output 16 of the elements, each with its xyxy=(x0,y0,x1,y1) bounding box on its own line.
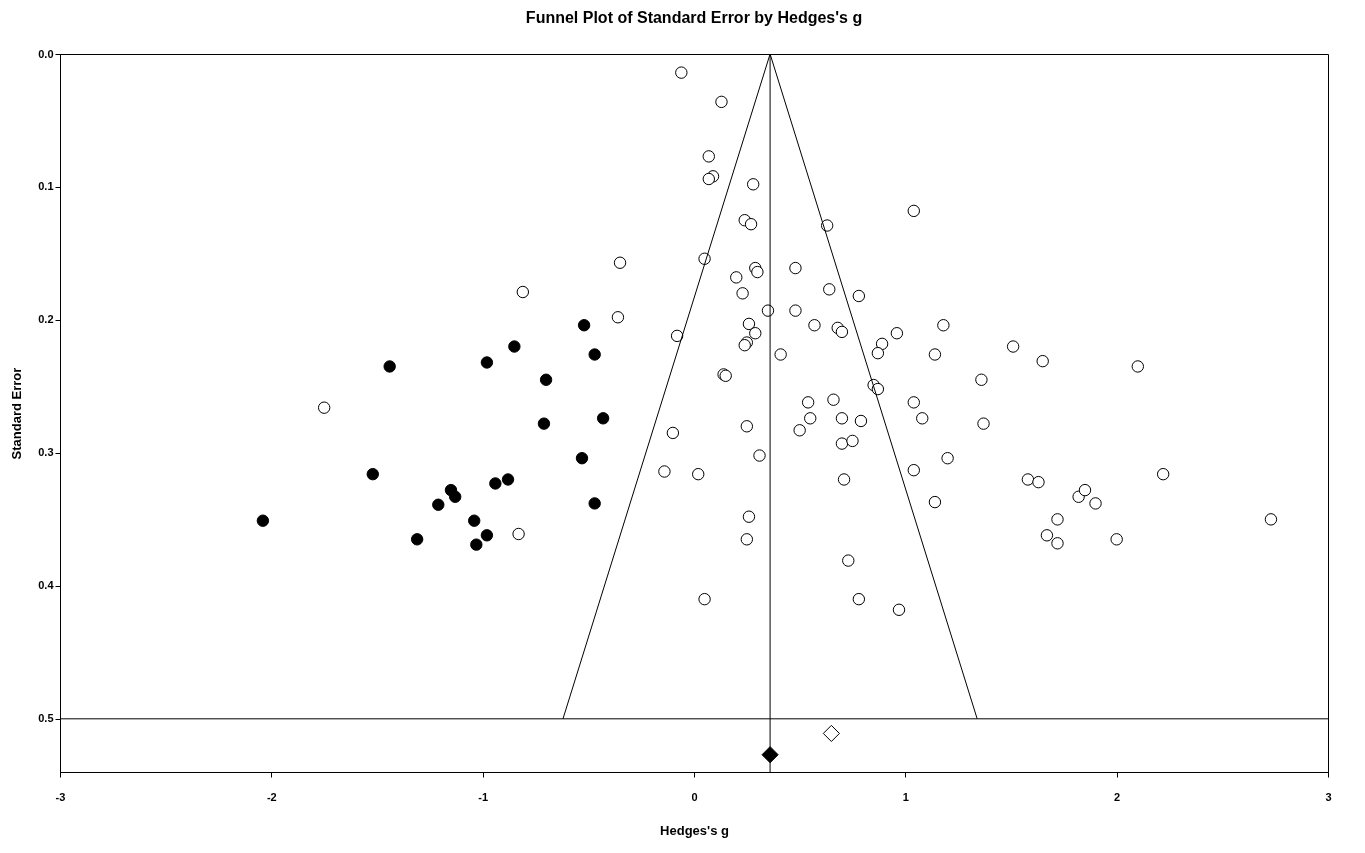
y-tick-label: 0.2 xyxy=(38,313,54,326)
y-axis-title: Standard Error xyxy=(9,367,25,460)
x-tick-label: -1 xyxy=(478,790,489,803)
x-tick-label: -3 xyxy=(55,790,66,803)
x-tick-label: -2 xyxy=(266,790,277,803)
x-tick-label: 3 xyxy=(1325,790,1332,803)
x-tick-label: 1 xyxy=(902,790,909,803)
y-tick-label: 0.5 xyxy=(38,712,54,725)
y-tick-label: 0.1 xyxy=(38,180,54,193)
chart-title: Funnel Plot of Standard Error by Hedges's g xyxy=(525,9,863,26)
x-tick-label: 0 xyxy=(691,790,698,803)
y-tick-label: 0.4 xyxy=(38,579,55,592)
x-axis-title: Hedges's g xyxy=(660,822,729,838)
x-tick-label: 2 xyxy=(1114,790,1121,803)
y-tick-label: 0.0 xyxy=(38,47,54,60)
y-tick-label: 0.3 xyxy=(38,446,54,459)
